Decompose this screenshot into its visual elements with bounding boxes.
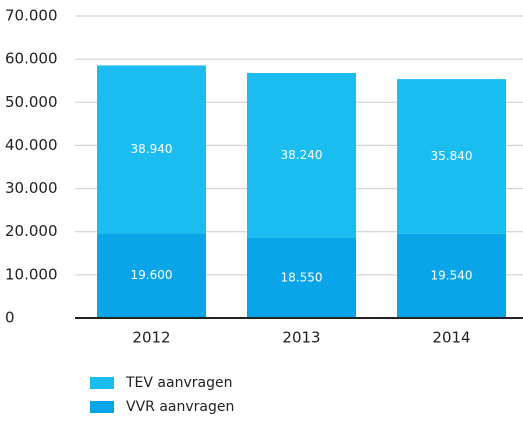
y-tick-label: 40.000 [5, 136, 58, 154]
bar-segment [97, 233, 206, 318]
value-label: 19.540 [431, 268, 473, 282]
y-tick-label: 10.000 [5, 265, 58, 283]
y-tick-label: 20.000 [5, 222, 58, 240]
value-label: 38.240 [281, 148, 323, 162]
x-tick-label: 2013 [282, 329, 320, 347]
bar-segment [247, 72, 356, 238]
bar-segment [247, 237, 356, 318]
bar-segment [97, 65, 206, 234]
legend-label: TEV aanvragen [125, 375, 232, 391]
x-tick-label: 2012 [132, 329, 170, 347]
legend-label: VVR aanvragen [126, 399, 234, 415]
y-tick-label: 50.000 [5, 93, 58, 111]
x-tick-label: 2014 [432, 329, 470, 347]
y-tick-label: 0 [5, 309, 15, 327]
bar-segment [397, 79, 506, 234]
value-label: 19.600 [131, 268, 173, 282]
value-label: 38.940 [131, 142, 173, 156]
bar-segment [397, 233, 506, 318]
value-label: 18.550 [281, 270, 323, 284]
y-tick-label: 30.000 [5, 179, 58, 197]
legend-swatch [90, 401, 114, 413]
legend-swatch [90, 377, 114, 389]
y-tick-label: 60.000 [5, 50, 58, 68]
value-label: 35.840 [431, 149, 473, 163]
y-tick-label: 70.000 [5, 7, 58, 25]
